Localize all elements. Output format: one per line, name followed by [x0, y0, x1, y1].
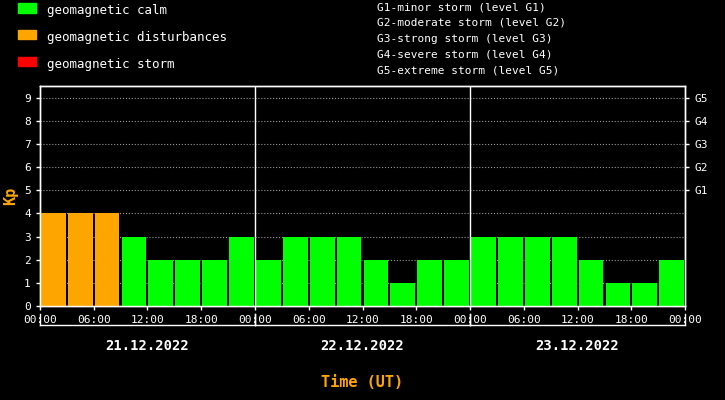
Bar	[336, 236, 362, 306]
Bar	[18, 3, 36, 12]
Bar	[68, 213, 93, 306]
Text: G3-strong storm (level G3): G3-strong storm (level G3)	[377, 34, 552, 44]
Bar	[202, 260, 227, 306]
Bar	[632, 283, 657, 306]
Bar	[18, 30, 36, 39]
Bar	[471, 236, 496, 306]
Text: G5-extreme storm (level G5): G5-extreme storm (level G5)	[377, 66, 559, 76]
Bar	[256, 260, 281, 306]
Bar	[525, 236, 550, 306]
Text: Time (UT): Time (UT)	[321, 375, 404, 390]
Bar	[498, 236, 523, 306]
Bar	[552, 236, 576, 306]
Bar	[579, 260, 603, 306]
Text: geomagnetic storm: geomagnetic storm	[47, 58, 175, 71]
Text: 21.12.2022: 21.12.2022	[106, 340, 189, 354]
Bar	[418, 260, 442, 306]
Bar	[659, 260, 684, 306]
Text: geomagnetic disturbances: geomagnetic disturbances	[47, 31, 227, 44]
Bar	[95, 213, 120, 306]
Text: geomagnetic calm: geomagnetic calm	[47, 4, 167, 17]
Text: 23.12.2022: 23.12.2022	[536, 340, 619, 354]
Bar	[175, 260, 200, 306]
Bar	[149, 260, 173, 306]
Bar	[229, 236, 254, 306]
Text: G2-moderate storm (level G2): G2-moderate storm (level G2)	[377, 18, 566, 28]
Bar	[391, 283, 415, 306]
Bar	[310, 236, 334, 306]
Text: G4-severe storm (level G4): G4-severe storm (level G4)	[377, 50, 552, 60]
Bar	[363, 260, 389, 306]
Text: 22.12.2022: 22.12.2022	[320, 340, 405, 354]
Bar	[122, 236, 146, 306]
Y-axis label: Kp: Kp	[4, 187, 19, 205]
Bar	[18, 57, 36, 66]
Bar	[41, 213, 66, 306]
Text: G1-minor storm (level G1): G1-minor storm (level G1)	[377, 2, 546, 12]
Bar	[283, 236, 307, 306]
Bar	[605, 283, 630, 306]
Bar	[444, 260, 469, 306]
